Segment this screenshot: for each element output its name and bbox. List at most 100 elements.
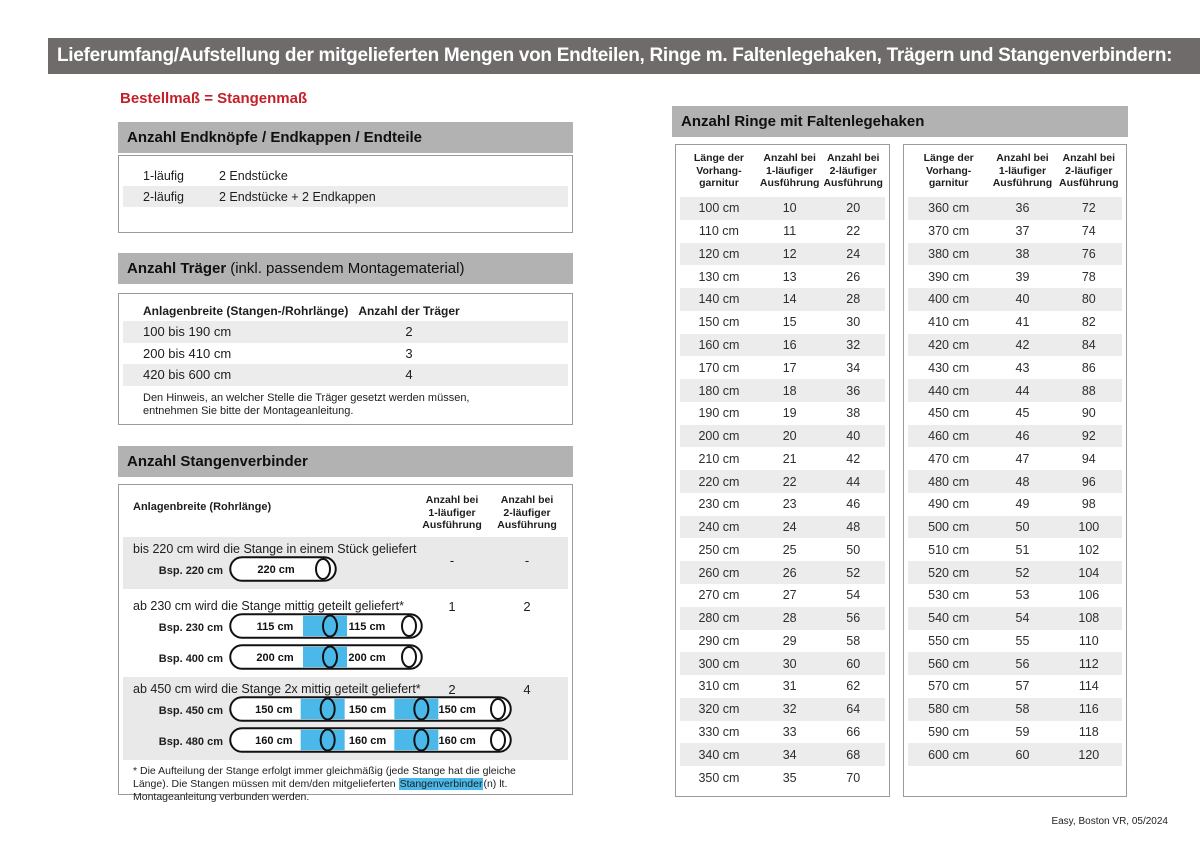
verbinder-row: ab 230 cm wird die Stange mittig geteilt… <box>123 594 568 676</box>
length-cell: 100 cm <box>698 201 740 216</box>
count-cell: 78 <box>1081 269 1096 284</box>
count-cell: 106 <box>1078 588 1100 603</box>
rings-row: 380 cm 38 76 <box>908 242 1122 266</box>
section-title-rest: (inkl. passendem Montagematerial) <box>230 260 465 277</box>
count-cell: 31 <box>782 679 797 694</box>
segment-length-label: 160 cm <box>255 735 293 747</box>
count-2-laeufig: 2 <box>523 599 531 614</box>
length-cell: 470 cm <box>928 451 970 466</box>
header-line: Ausführung <box>422 519 482 531</box>
length-cell: 440 cm <box>928 383 970 398</box>
variant-value: 2 Endstücke + 2 Endkappen <box>219 189 376 204</box>
count-cell: 64 <box>846 702 861 717</box>
rings-row: 590 cm 59 118 <box>908 721 1122 744</box>
length-cell: 370 cm <box>928 224 970 239</box>
count-cell: 28 <box>846 292 861 307</box>
end-cap-ellipse <box>401 614 417 637</box>
count-cell: 35 <box>782 770 797 785</box>
length-cell: 140 cm <box>698 292 740 307</box>
count-cell: 27 <box>782 588 797 603</box>
length-cell: 400 cm <box>928 292 970 307</box>
rings-col-header: Anzahl bei 2-läufiger Ausführung <box>821 152 885 190</box>
example-label: Bsp. 450 cm <box>158 705 223 717</box>
header-line: garnitur <box>928 177 969 190</box>
length-cell: 130 cm <box>698 269 740 284</box>
count-cell: 38 <box>846 406 861 421</box>
rings-row: 210 cm 21 42 <box>680 447 885 470</box>
header-line: Vorhang- <box>696 164 742 177</box>
count-cell: 17 <box>782 360 797 375</box>
joint-ellipse <box>319 697 336 720</box>
traeger-row: 200 bis 410 cm 3 <box>123 343 568 365</box>
count-cell: 84 <box>1081 337 1096 352</box>
count-cell: 53 <box>1015 588 1030 603</box>
rings-row: 170 cm 17 34 <box>680 356 885 379</box>
rings-row: 200 cm 20 40 <box>680 424 885 448</box>
count-cell: 32 <box>846 337 861 352</box>
segment-length-label: 200 cm <box>348 652 386 664</box>
count-cell: 45 <box>1015 406 1030 421</box>
verbinder-rows: bis 220 cm wird die Stange in einem Stüc… <box>119 537 572 760</box>
rings-row: 430 cm 43 86 <box>908 356 1122 379</box>
count-cell: 102 <box>1078 542 1100 557</box>
count-cell: 57 <box>1015 679 1030 694</box>
traeger-table: Anlagenbreite (Stangen-/Rohrlänge) Anzah… <box>118 293 573 425</box>
rings-row: 320 cm 32 64 <box>680 697 885 721</box>
count-cell: 56 <box>846 611 861 626</box>
verbinder-row: bis 220 cm wird die Stange in einem Stüc… <box>123 537 568 589</box>
segment-length-label: 220 cm <box>257 564 295 576</box>
rings-row: 160 cm 16 32 <box>680 333 885 357</box>
count-cell: 86 <box>1081 360 1096 375</box>
length-cell: 330 cm <box>698 724 740 739</box>
count-cell: 18 <box>782 383 797 398</box>
length-cell: 270 cm <box>698 588 740 603</box>
count-cell: 23 <box>782 497 797 512</box>
length-cell: 150 cm <box>698 315 740 330</box>
traeger-count: 3 <box>405 345 413 361</box>
count-cell: 41 <box>1015 315 1030 330</box>
verbinder-table-header: Anlagenbreite (Rohrlänge) Anzahl bei 1-lä… <box>119 485 572 537</box>
segment-length-label: 150 cm <box>439 704 477 716</box>
length-cell: 250 cm <box>698 542 740 557</box>
count-cell: 50 <box>846 542 861 557</box>
length-cell: 490 cm <box>928 497 970 512</box>
rings-row: 550 cm 55 110 <box>908 630 1122 653</box>
rings-row: 260 cm 26 52 <box>680 561 885 585</box>
count-cell: 16 <box>782 337 797 352</box>
count-cell: 82 <box>1081 315 1096 330</box>
rings-row: 580 cm 58 116 <box>908 697 1122 721</box>
rings-row: 510 cm 51 102 <box>908 538 1122 561</box>
count-cell: 96 <box>1081 474 1096 489</box>
rings-row: 540 cm 54 108 <box>908 606 1122 630</box>
traeger-note: Den Hinweis, an welcher Stelle die Träge… <box>143 391 470 418</box>
rings-row: 530 cm 53 106 <box>908 584 1122 607</box>
count-cell: 32 <box>782 702 797 717</box>
length-cell: 260 cm <box>698 565 740 580</box>
length-cell: 550 cm <box>928 633 970 648</box>
length-cell: 180 cm <box>698 383 740 398</box>
count-cell: 33 <box>782 724 797 739</box>
end-cap-ellipse <box>315 557 331 580</box>
rings-row: 350 cm 35 70 <box>680 766 885 789</box>
traeger-table-header: Anlagenbreite (Stangen-/Rohrlänge) Anzah… <box>119 294 572 321</box>
verbinder-col1-header: Anlagenbreite (Rohrlänge) <box>133 501 272 513</box>
count-cell: 44 <box>846 474 861 489</box>
rings-col-header: Anzahl bei 2-läufiger Ausführung <box>1056 152 1122 190</box>
count-cell: 59 <box>1015 724 1030 739</box>
header-line: Anzahl bei <box>500 494 554 506</box>
length-cell: 110 cm <box>698 224 739 239</box>
rings-row: 110 cm 11 22 <box>680 220 885 243</box>
rings-row: 570 cm 57 114 <box>908 675 1122 698</box>
rings-row: 140 cm 14 28 <box>680 288 885 311</box>
length-cell: 160 cm <box>698 337 740 352</box>
header-line: Ausführung <box>497 519 557 531</box>
count-cell: 22 <box>846 224 861 239</box>
count-cell: 37 <box>1015 224 1030 239</box>
count-cell: 38 <box>1015 246 1030 261</box>
header-line: garnitur <box>699 177 739 190</box>
length-cell: 460 cm <box>928 429 970 444</box>
count-cell: 49 <box>1015 497 1030 512</box>
length-cell: 420 cm <box>928 337 970 352</box>
segment-length-label: 200 cm <box>256 652 294 664</box>
header-line: Ausführung <box>823 177 883 190</box>
